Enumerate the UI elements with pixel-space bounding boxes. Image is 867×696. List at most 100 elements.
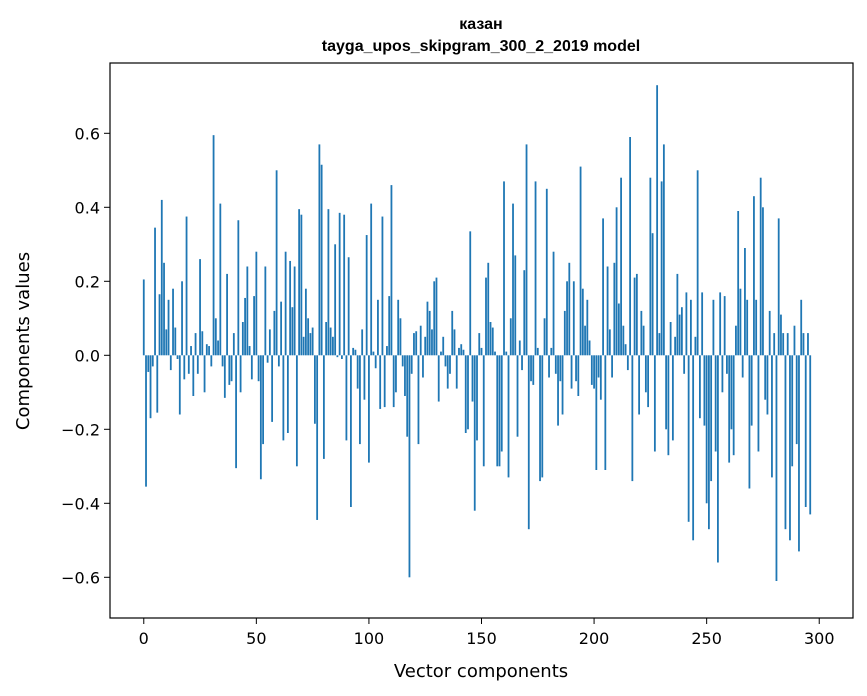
bar-214	[624, 344, 627, 356]
bar-254	[714, 355, 717, 452]
bar-77	[316, 355, 319, 520]
bar-98	[363, 355, 366, 400]
bar-161	[505, 351, 508, 356]
bar-171	[527, 355, 530, 530]
bar-47	[248, 346, 251, 356]
bar-142	[462, 349, 465, 356]
bar-45	[244, 297, 246, 356]
bar-61	[280, 301, 283, 356]
bar-244	[692, 355, 695, 541]
x-tick-label: 150	[466, 629, 497, 648]
bar-264	[737, 211, 740, 356]
bar-41	[235, 355, 237, 469]
bar-217	[631, 355, 634, 482]
bar-83	[329, 327, 332, 356]
bar-266	[741, 355, 744, 378]
bar-192	[575, 355, 577, 382]
y-tick-label: 0.2	[75, 272, 100, 291]
bar-20	[187, 355, 190, 374]
bar-65	[289, 260, 292, 356]
bar-55	[266, 355, 269, 363]
bar-204	[602, 218, 604, 356]
bar-102	[372, 351, 375, 356]
bar-172	[530, 355, 532, 382]
bar-219	[635, 273, 638, 356]
bar-169	[523, 270, 526, 356]
bar-283	[780, 314, 782, 356]
bar-170	[525, 144, 528, 356]
bar-81	[325, 322, 328, 356]
bar-162	[507, 355, 510, 478]
bar-19	[185, 216, 188, 356]
bar-22	[192, 355, 195, 396]
bar-213	[622, 325, 625, 356]
bar-232	[665, 355, 668, 430]
bar-194	[579, 166, 582, 356]
bar-51	[257, 355, 260, 382]
bar-85	[334, 244, 337, 356]
bar-224	[647, 355, 650, 408]
bar-39	[230, 355, 233, 382]
bar-228	[656, 85, 659, 356]
bar-208	[611, 355, 613, 378]
chart-title: казан	[459, 16, 502, 33]
bar-91	[347, 257, 350, 356]
bar-2	[147, 355, 150, 372]
y-tick-label: −0.4	[61, 494, 100, 513]
y-tick-label: 0.4	[75, 198, 100, 217]
bar-15	[176, 355, 179, 359]
bar-26	[201, 331, 204, 356]
bar-101	[370, 203, 373, 356]
bar-201	[595, 355, 598, 470]
bar-73	[307, 318, 310, 356]
bar-119	[410, 355, 413, 374]
bar-69	[298, 209, 301, 356]
bar-86	[336, 355, 339, 358]
bar-59	[275, 170, 278, 356]
bar-267	[744, 248, 746, 356]
bar-155	[491, 327, 494, 356]
bar-242	[687, 355, 690, 522]
bar-156	[494, 351, 496, 356]
bar-78	[318, 144, 321, 356]
bar-251	[708, 355, 710, 530]
bar-160	[503, 181, 505, 356]
bar-136	[449, 355, 451, 374]
bar-75	[311, 327, 314, 356]
bar-40	[232, 333, 235, 356]
bar-185	[559, 355, 562, 382]
bar-183	[554, 355, 557, 374]
bar-179	[545, 188, 548, 356]
bar-291	[798, 355, 800, 552]
bar-190	[570, 355, 573, 389]
bar-34	[219, 203, 222, 356]
bar-76	[313, 355, 316, 424]
bar-93	[352, 347, 355, 356]
bar-238	[678, 314, 681, 356]
bar-123	[419, 325, 422, 356]
bar-187	[563, 310, 566, 356]
bar-234	[669, 322, 672, 356]
bar-280	[773, 333, 776, 356]
bar-116	[404, 355, 406, 396]
bar-127	[428, 310, 431, 356]
bar-124	[422, 355, 424, 378]
bar-227	[653, 355, 656, 452]
bar-186	[561, 355, 564, 415]
bar-17	[181, 281, 183, 356]
bar-67	[293, 266, 296, 356]
bar-62	[282, 355, 285, 441]
bar-236	[674, 336, 677, 356]
bar-88	[341, 355, 343, 359]
bar-27	[203, 355, 206, 393]
bar-54	[264, 266, 267, 356]
bar-290	[795, 355, 798, 445]
bar-121	[415, 331, 418, 356]
bar-24	[196, 355, 199, 374]
bar-53	[262, 355, 264, 445]
bar-63	[284, 251, 287, 356]
bar-87	[338, 212, 341, 356]
bar-113	[397, 299, 400, 356]
bar-125	[424, 336, 427, 356]
bar-68	[295, 355, 298, 467]
